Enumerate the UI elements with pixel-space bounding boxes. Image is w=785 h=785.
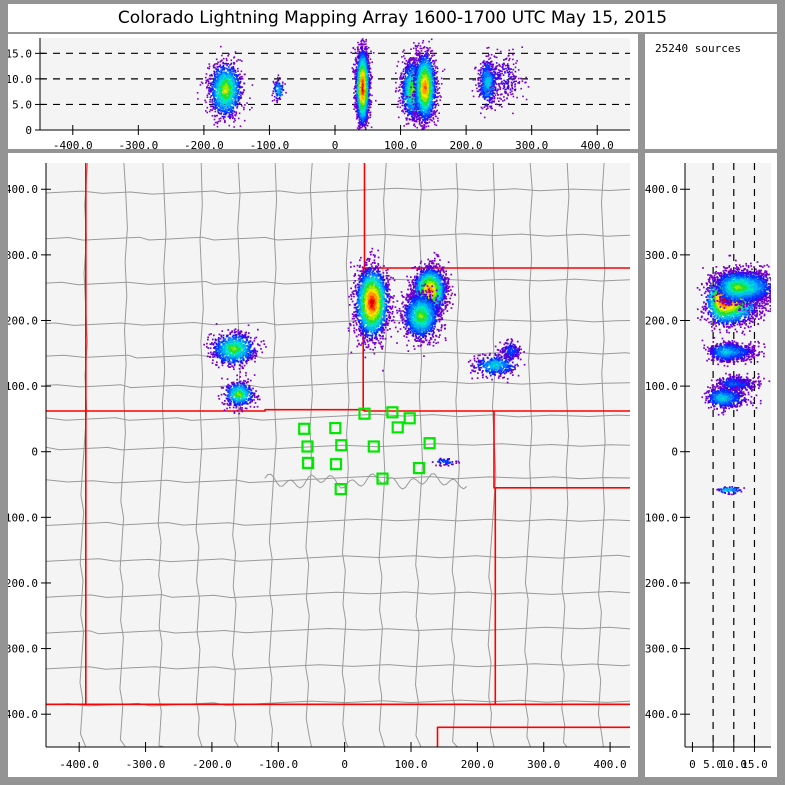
lma-station-marker <box>329 422 342 435</box>
lma-station-marker <box>386 406 399 419</box>
altitude-vs-east-panel[interactable]: 0 5.0 10.0 15.0 -400.0 -300.0 -200.0 -100.0 0 100… <box>8 34 638 149</box>
lma-station-marker <box>367 440 380 453</box>
lma-station-marker <box>376 472 389 485</box>
lma-station-marker <box>334 483 347 496</box>
lma-station-marker <box>358 407 371 420</box>
sources-count-label: 25240 sources <box>655 42 741 55</box>
north-vs-altitude-plot[interactable]: -400.0-300.0-200.0-100.00100.0200.0300.0… <box>645 153 777 777</box>
page-title: Colorado Lightning Mapping Array 1600-17… <box>8 4 777 32</box>
lma-station-marker <box>403 412 416 425</box>
north-vs-altitude-panel[interactable]: -400.0-300.0-200.0-100.00100.0200.0300.0… <box>645 153 777 777</box>
lma-station-marker <box>335 439 348 452</box>
lma-station-marker <box>329 458 343 471</box>
altitude-vs-east-plot[interactable]: 05.010.015.0-400.0 -300.0 -200.0 -100.0 0 100… <box>8 34 638 149</box>
plan-view-map-plot[interactable]: -400.0-300.0-200.0-100.00100.0200.0300.0… <box>8 153 638 777</box>
lma-station-marker <box>298 422 311 435</box>
lma-station-marker <box>412 462 426 475</box>
sources-panel: 25240 sources <box>645 34 777 149</box>
title-bar: Colorado Lightning Mapping Array 1600-17… <box>8 4 777 32</box>
lma-station-marker <box>391 421 404 434</box>
plan-view-map-panel[interactable]: -400.0-300.0-200.0-100.00100.0200.0300.0… <box>8 153 638 777</box>
lma-station-marker <box>301 440 314 453</box>
lma-station-marker <box>302 456 315 469</box>
lma-station-marker <box>423 437 436 450</box>
